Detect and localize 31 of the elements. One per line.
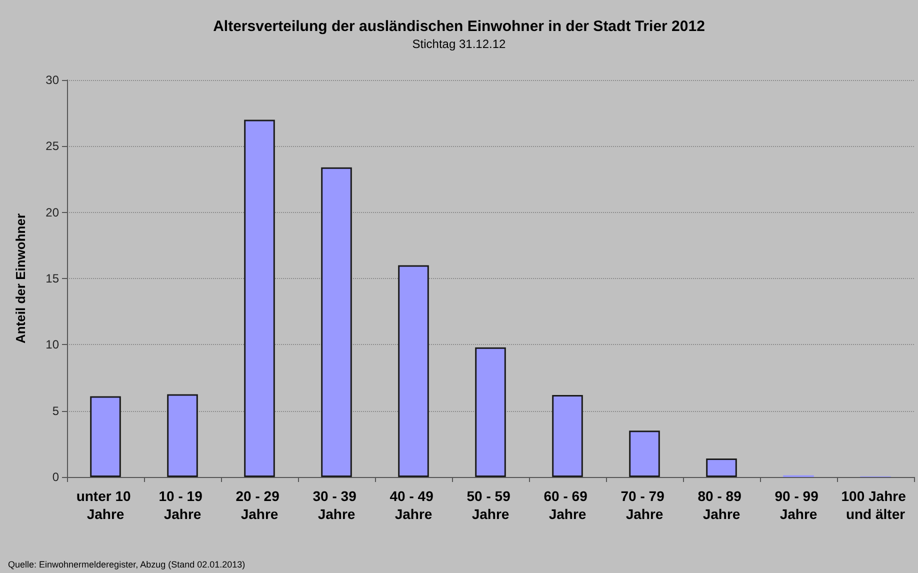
y-tick-label: 5 bbox=[52, 404, 60, 418]
bar bbox=[629, 430, 660, 477]
y-tick-label: 25 bbox=[46, 139, 60, 154]
chart-subtitle: Stichtag 31.12.12 bbox=[412, 37, 506, 51]
bar bbox=[90, 396, 121, 477]
x-tick-label: 20 - 29 Jahre bbox=[236, 488, 284, 522]
bar bbox=[244, 120, 275, 477]
y-tick-label: 0 bbox=[52, 470, 60, 484]
bar bbox=[475, 347, 506, 477]
x-tick-label: 50 - 59 Jahre bbox=[466, 488, 514, 522]
y-tick-label: 15 bbox=[46, 272, 60, 286]
x-tick-label: 100 Jahre und älter bbox=[841, 488, 910, 522]
y-axis-title: Anteil der Einwohner bbox=[13, 213, 28, 344]
y-tick-label: 10 bbox=[46, 338, 60, 352]
x-tick-label: unter 10 Jahre bbox=[76, 488, 135, 522]
bar bbox=[321, 167, 352, 477]
bar bbox=[167, 394, 198, 477]
bar bbox=[398, 265, 429, 477]
x-tick-label: 70 - 79 Jahre bbox=[620, 488, 668, 522]
y-tick-label: 20 bbox=[46, 205, 60, 220]
bar bbox=[706, 458, 737, 477]
bar bbox=[552, 394, 583, 477]
x-tick-label: 30 - 39 Jahre bbox=[312, 488, 360, 522]
x-tick-label: 60 - 69 Jahre bbox=[544, 488, 592, 522]
x-tick-label: 90 - 99 Jahre bbox=[774, 488, 822, 522]
x-tick-label: 80 - 89 Jahre bbox=[698, 488, 746, 522]
chart-title: Altersverteilung der ausländischen Einwohner in der Stadt Trier 2012 bbox=[213, 18, 705, 35]
source-note: Quelle: Einwohnermelderegister, Abzug (Stand 02.01.2013) bbox=[8, 560, 246, 570]
x-tick-label: 10 - 19 Jahre bbox=[158, 488, 206, 522]
x-tick-label: 40 - 49 Jahre bbox=[390, 488, 438, 522]
y-tick-label: 30 bbox=[46, 73, 60, 87]
